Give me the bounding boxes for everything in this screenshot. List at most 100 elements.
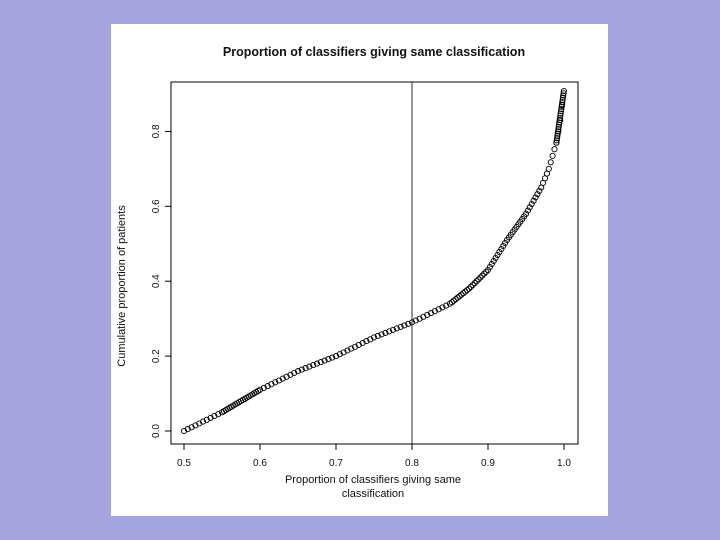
- x-tick-label: 0.6: [253, 458, 267, 469]
- data-point: [367, 336, 374, 343]
- x-tick-label: 0.9: [481, 458, 495, 469]
- data-point: [465, 285, 473, 292]
- chart-figure: Proportion of classifiers giving same cl…: [111, 24, 608, 516]
- data-point: [456, 293, 463, 300]
- data-point: [287, 371, 294, 378]
- data-point: [460, 290, 467, 297]
- data-point: [530, 197, 537, 204]
- data-point: [427, 310, 435, 317]
- data-point: [184, 426, 191, 433]
- scatter-plot: Proportion of classifiers giving same cl…: [116, 45, 579, 500]
- y-tick-label: 0.0: [151, 424, 162, 438]
- data-points: [180, 87, 567, 435]
- data-point: [554, 130, 561, 137]
- data-point: [458, 291, 465, 298]
- data-point: [188, 424, 195, 431]
- data-point: [547, 159, 554, 166]
- data-point: [473, 278, 480, 285]
- data-point: [559, 96, 566, 104]
- data-point: [317, 359, 324, 366]
- data-point: [532, 194, 539, 201]
- data-point: [558, 103, 565, 110]
- data-point: [481, 270, 488, 277]
- data-point: [522, 210, 530, 217]
- data-point: [490, 257, 497, 265]
- data-point: [203, 416, 210, 423]
- data-point: [488, 260, 495, 268]
- data-point: [452, 296, 459, 303]
- data-point: [553, 139, 560, 146]
- data-point: [291, 369, 298, 377]
- data-point: [340, 349, 347, 356]
- x-axis-label-line-1: Proportion of classifiers giving same: [285, 474, 461, 486]
- data-point: [553, 137, 560, 144]
- data-point: [500, 242, 507, 250]
- y-tick-label: 0.2: [151, 349, 162, 363]
- data-point: [192, 422, 199, 429]
- data-point: [272, 379, 279, 386]
- data-point: [294, 368, 302, 375]
- data-point: [431, 308, 438, 315]
- data-point: [555, 123, 562, 131]
- data-point: [313, 360, 321, 367]
- data-point: [557, 110, 564, 117]
- data-point: [494, 251, 501, 259]
- data-point: [279, 375, 286, 382]
- data-point: [560, 87, 567, 95]
- chart-title: Proportion of classifiers giving same cl…: [223, 45, 525, 59]
- data-point: [439, 304, 446, 311]
- data-point: [260, 384, 267, 391]
- y-tick-label: 0.6: [151, 199, 162, 213]
- data-point: [275, 377, 283, 384]
- data-point: [386, 328, 393, 335]
- data-point: [435, 306, 442, 313]
- data-point: [306, 363, 313, 370]
- data-point: [477, 274, 484, 281]
- data-point: [486, 263, 493, 271]
- data-point: [310, 362, 317, 369]
- y-tick-label: 0.4: [151, 274, 162, 288]
- data-point: [492, 254, 499, 262]
- data-point: [420, 313, 427, 320]
- data-point: [424, 311, 431, 318]
- data-point: [215, 411, 222, 418]
- data-point: [264, 383, 271, 390]
- data-point: [559, 99, 566, 106]
- data-point: [363, 338, 370, 345]
- data-point: [556, 114, 564, 122]
- data-point: [355, 341, 362, 348]
- x-tick-label: 1.0: [557, 458, 571, 469]
- data-point: [207, 414, 214, 421]
- data-point: [389, 326, 397, 333]
- data-point: [560, 92, 567, 99]
- data-point: [560, 90, 567, 97]
- data-point: [329, 354, 336, 361]
- data-point: [502, 239, 509, 247]
- data-point: [496, 248, 503, 256]
- data-point: [348, 345, 355, 352]
- data-point: [536, 187, 543, 194]
- data-point: [412, 317, 419, 324]
- data-point: [555, 126, 562, 133]
- data-point: [556, 117, 563, 124]
- data-point: [454, 294, 461, 301]
- data-point: [534, 191, 541, 198]
- data-point: [559, 94, 566, 101]
- data-point: [211, 412, 218, 420]
- data-point: [549, 152, 556, 159]
- data-point: [405, 320, 412, 327]
- data-point: [382, 329, 389, 336]
- data-point: [401, 322, 408, 329]
- data-point: [397, 323, 404, 330]
- data-point: [551, 146, 558, 153]
- x-tick-label: 0.5: [177, 458, 191, 469]
- data-point: [446, 300, 454, 307]
- data-point: [545, 165, 552, 172]
- data-point: [528, 200, 535, 208]
- data-point: [558, 101, 565, 108]
- data-point: [359, 339, 366, 347]
- data-point: [302, 365, 309, 372]
- data-point: [526, 204, 533, 211]
- data-point: [256, 386, 264, 393]
- data-point: [467, 283, 474, 290]
